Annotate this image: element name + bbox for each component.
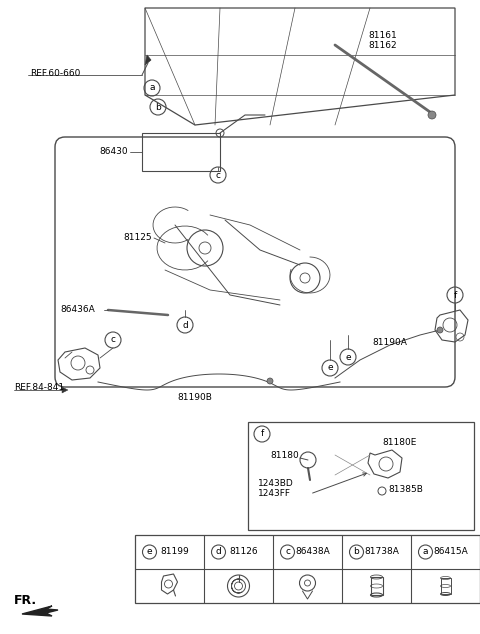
Text: 81190A: 81190A	[372, 338, 407, 347]
Text: 86436A: 86436A	[60, 306, 95, 314]
Text: 81126: 81126	[229, 548, 258, 557]
Text: 81162: 81162	[368, 41, 396, 50]
Text: REF.60-660: REF.60-660	[30, 68, 80, 77]
Bar	[142, 133, 220, 171]
Text: e: e	[345, 353, 351, 361]
Circle shape	[437, 327, 443, 333]
Text: e: e	[147, 548, 152, 557]
Text: a: a	[149, 84, 155, 93]
Text: 86430: 86430	[99, 148, 128, 157]
Bar	[248, 422, 474, 530]
Text: 86415A: 86415A	[433, 548, 468, 557]
Bar	[441, 578, 451, 594]
Text: f: f	[454, 290, 456, 299]
Text: d: d	[182, 321, 188, 330]
Bar	[135, 535, 480, 603]
Polygon shape	[22, 606, 58, 616]
Text: 81199: 81199	[160, 548, 189, 557]
Text: e: e	[327, 363, 333, 373]
Polygon shape	[145, 55, 151, 65]
Text: 1243FF: 1243FF	[258, 489, 291, 498]
Text: a: a	[423, 548, 428, 557]
Text: 81385B: 81385B	[388, 485, 423, 494]
Text: 86438A: 86438A	[295, 548, 330, 557]
Text: 81190B: 81190B	[178, 393, 213, 402]
Text: d: d	[216, 548, 221, 557]
Circle shape	[428, 111, 436, 119]
Circle shape	[267, 378, 273, 384]
Text: c: c	[110, 335, 116, 344]
Text: 81180: 81180	[270, 451, 299, 460]
Text: FR.: FR.	[14, 593, 37, 607]
Text: 1243BD: 1243BD	[258, 479, 294, 488]
Polygon shape	[62, 387, 68, 393]
Bar	[371, 577, 383, 595]
Text: 81180E: 81180E	[382, 438, 416, 447]
Text: 81738A: 81738A	[364, 548, 399, 557]
Text: b: b	[354, 548, 360, 557]
Text: f: f	[260, 429, 264, 439]
Text: 81161: 81161	[368, 31, 397, 40]
Text: b: b	[155, 103, 161, 112]
Text: 81125: 81125	[123, 233, 152, 242]
Text: c: c	[216, 171, 220, 179]
Text: c: c	[285, 548, 290, 557]
Text: REF.84-841: REF.84-841	[14, 384, 64, 392]
